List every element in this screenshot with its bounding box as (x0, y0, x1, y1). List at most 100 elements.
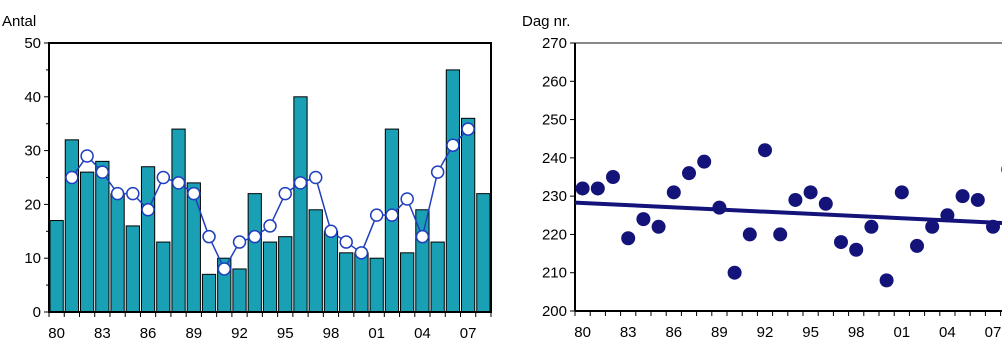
bar-96 (293, 96, 308, 313)
line-point-92 (232, 235, 247, 249)
bar-88 (171, 128, 186, 313)
point-01 (894, 185, 909, 200)
y-tick-label: 270 (542, 35, 567, 52)
point-98 (849, 242, 864, 257)
line-point-04 (415, 229, 430, 244)
line-point-84 (110, 186, 125, 201)
bar-99 (339, 252, 354, 313)
point-84 (636, 212, 651, 227)
bar-83 (95, 160, 110, 313)
line-point-89 (187, 186, 201, 201)
x-tick-label: 83 (620, 324, 637, 341)
point-85 (651, 219, 666, 234)
point-00 (879, 273, 894, 288)
line-point-85 (126, 186, 140, 201)
point-95 (803, 185, 818, 200)
bar-82 (79, 171, 95, 313)
x-tick-label: 86 (140, 325, 157, 342)
line-point-86 (141, 203, 155, 217)
x-tick-label: 83 (94, 325, 111, 342)
trend-line (574, 200, 1002, 225)
point-07 (986, 219, 1000, 234)
chart-left-antal: Antal 0 10 20 30 40 50 80 83 86 89 92 95 98 01 04 07 (2, 13, 492, 342)
point-93 (773, 227, 788, 242)
bar-03 (400, 252, 415, 313)
y-tick-label: 10 (24, 250, 41, 267)
x-tick-label: 89 (185, 325, 202, 342)
line-point-97 (308, 170, 323, 185)
y-tick-label: 260 (542, 73, 567, 90)
point-89 (712, 200, 727, 215)
y-tick-label: 0 (33, 304, 41, 321)
x-tick-label: 04 (414, 325, 431, 342)
bar-95 (278, 236, 293, 313)
y-tick-label: 30 (24, 143, 41, 160)
line-point-99 (339, 235, 353, 249)
y-tick-label: 220 (542, 226, 567, 243)
line-point-02 (385, 208, 399, 222)
line-point-95 (278, 186, 292, 201)
bar-86 (140, 166, 156, 313)
bar-00 (354, 252, 369, 313)
x-tick-label: 07 (985, 324, 1002, 341)
point-87 (682, 166, 696, 181)
point-80 (575, 181, 590, 196)
line-point-90 (202, 229, 216, 244)
line-point-81 (65, 170, 79, 185)
x-tick-label: 07 (460, 325, 477, 342)
bar-93 (247, 193, 262, 313)
x-tick-label: 95 (277, 325, 294, 342)
point-03 (925, 219, 940, 234)
y-axis-title-dag-nr: Dag nr. (522, 13, 570, 30)
line-point-82 (80, 149, 94, 163)
point-96 (818, 196, 833, 211)
y-tick-label: 50 (24, 35, 41, 52)
point-81 (590, 181, 605, 196)
bar-94 (262, 241, 278, 313)
bar-92 (232, 268, 247, 313)
line-point-98 (324, 224, 338, 239)
point-05 (955, 189, 970, 204)
x-tick-label: 01 (893, 324, 910, 341)
bar-81 (64, 139, 79, 313)
point-82 (606, 170, 620, 184)
x-tick-label: 98 (848, 324, 865, 341)
y-tick-label: 240 (542, 150, 567, 167)
line-point-88 (171, 176, 186, 190)
point-90 (727, 265, 742, 280)
y-tick-label: 40 (24, 89, 41, 106)
line-point-93 (248, 229, 262, 244)
bar-05 (430, 241, 445, 313)
bar-80 (49, 220, 64, 313)
bar-98 (323, 230, 339, 313)
x-tick-label: 92 (231, 325, 248, 342)
line-point-03 (400, 192, 414, 206)
y-tick-label: 230 (542, 188, 567, 205)
point-86 (666, 185, 681, 200)
bar-06 (445, 69, 461, 313)
x-tick-label: 01 (368, 325, 385, 342)
point-94 (788, 192, 803, 207)
point-97 (834, 235, 848, 250)
bar-89 (186, 182, 201, 313)
bar-97 (308, 209, 323, 313)
y-tick-label: 210 (542, 265, 567, 282)
x-tick-label: 80 (48, 325, 65, 342)
point-83 (621, 231, 636, 246)
line-point-94 (263, 219, 277, 233)
bar-08 (476, 193, 491, 313)
x-tick-label: 89 (711, 324, 728, 341)
bar-90 (201, 273, 217, 313)
line-point-96 (293, 176, 308, 190)
y-tick-label: 20 (24, 196, 41, 213)
point-99 (864, 219, 879, 234)
chart-right-dag-nr: Dag nr. 200 210 220 230 240 250 260 270 80 83 86 89 9… (522, 13, 1002, 341)
x-tick-label: 04 (939, 324, 956, 341)
point-88 (697, 154, 712, 169)
line-point-07 (461, 122, 475, 136)
bar-85 (125, 225, 140, 313)
bar-01 (369, 257, 384, 313)
line-point-91 (217, 262, 232, 276)
y-tick-label: 200 (542, 303, 567, 320)
